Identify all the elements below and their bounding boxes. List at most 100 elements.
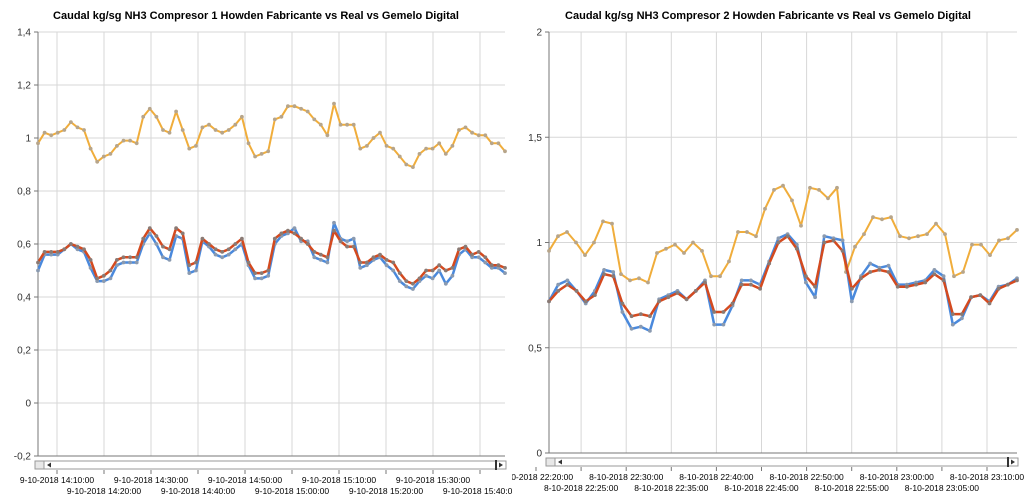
data-point-digital xyxy=(417,276,422,281)
scroll-left-arrow[interactable] xyxy=(47,462,51,468)
data-point-digital xyxy=(1005,282,1010,287)
data-point-real xyxy=(489,266,494,270)
data-point-digital xyxy=(259,271,264,275)
data-point-digital xyxy=(365,260,369,265)
data-point-manufacturer xyxy=(404,162,409,167)
data-point-manufacturer xyxy=(610,221,614,226)
data-point-digital xyxy=(75,244,80,249)
data-point-digital xyxy=(69,242,73,246)
x-tick-label: 8-10-2018 22:20:00 xyxy=(512,472,573,482)
data-point-digital xyxy=(565,282,570,287)
data-point-manufacturer xyxy=(62,128,67,132)
chart-panel-compressor-2: Caudal kg/sg NH3 Compresor 2 Howden Fabr… xyxy=(512,0,1024,500)
data-point-digital xyxy=(358,260,363,265)
data-point-digital xyxy=(868,270,873,274)
data-point-manufacturer xyxy=(476,133,481,138)
data-point-real xyxy=(450,273,455,278)
data-point-digital xyxy=(712,310,717,314)
y-tick-label: 0,6 xyxy=(17,240,31,251)
data-point-digital xyxy=(1015,278,1019,283)
data-point-manufacturer xyxy=(1015,228,1019,232)
data-point-manufacturer xyxy=(240,114,244,119)
data-point-digital xyxy=(161,244,165,249)
data-point-digital xyxy=(470,252,474,257)
x-tick-label: 9-10-2018 14:30:00 xyxy=(114,475,188,485)
data-point-digital xyxy=(450,266,455,270)
data-point-digital xyxy=(253,271,257,275)
scroll-right-arrow[interactable] xyxy=(1011,459,1015,465)
data-point-digital xyxy=(42,250,47,254)
data-point-manufacturer xyxy=(673,242,677,247)
data-point-digital xyxy=(272,236,277,241)
data-point-manufacturer xyxy=(279,114,284,119)
data-point-digital xyxy=(483,255,488,260)
x-tick-label: 9-10-2018 14:10:00 xyxy=(20,475,94,485)
data-point-real xyxy=(226,252,231,257)
data-point-manufacturer xyxy=(246,141,251,146)
data-point-real xyxy=(154,242,159,246)
data-point-manufacturer xyxy=(952,274,956,279)
x-tick-label: 9-10-2018 15:40:00 xyxy=(443,486,512,496)
data-point-digital xyxy=(345,244,349,249)
data-point-real xyxy=(292,226,297,231)
scroll-thumb[interactable] xyxy=(1007,457,1009,467)
data-point-manufacturer xyxy=(207,122,211,127)
x-scrollbar[interactable] xyxy=(545,457,1019,467)
series-manufacturer xyxy=(547,183,1019,285)
data-point-digital xyxy=(154,234,159,238)
data-point-manufacturer xyxy=(781,183,785,188)
data-point-manufacturer xyxy=(259,152,264,156)
data-point-manufacturer xyxy=(979,242,983,247)
data-point-manufacturer xyxy=(161,128,165,132)
data-point-digital xyxy=(101,273,106,278)
data-point-real xyxy=(384,263,389,268)
data-point-real xyxy=(147,231,152,236)
scroll-left-arrow[interactable] xyxy=(558,459,562,465)
data-point-digital xyxy=(794,246,799,251)
data-point-digital xyxy=(391,260,396,265)
data-point-real xyxy=(213,252,218,257)
data-point-manufacturer xyxy=(154,114,159,119)
data-point-digital xyxy=(739,282,744,287)
data-point-manufacturer xyxy=(128,138,133,143)
data-point-manufacturer xyxy=(338,122,343,127)
data-point-digital xyxy=(804,274,808,279)
data-point-digital xyxy=(141,236,146,241)
data-point-real xyxy=(391,268,396,273)
data-point-real xyxy=(253,276,257,281)
scroll-right-arrow[interactable] xyxy=(499,462,503,468)
data-point-digital xyxy=(489,263,494,268)
data-point-manufacturer xyxy=(55,130,60,135)
zoom-reset-button[interactable] xyxy=(34,460,45,470)
data-point-manufacturer xyxy=(180,128,185,132)
data-point-manufacturer xyxy=(763,206,767,211)
data-point-manufacturer xyxy=(772,188,776,192)
data-point-manufacturer xyxy=(489,141,494,146)
data-point-real xyxy=(351,236,356,241)
data-point-manufacturer xyxy=(574,240,578,245)
scrollbar-track xyxy=(545,457,1019,467)
data-point-manufacturer xyxy=(286,104,290,109)
data-point-real xyxy=(638,324,643,329)
data-point-manufacturer xyxy=(443,152,448,156)
data-point-manufacturer xyxy=(226,128,231,132)
scroll-thumb[interactable] xyxy=(495,460,497,470)
data-point-manufacturer xyxy=(69,120,73,124)
data-point-digital xyxy=(877,268,882,272)
data-point-manufacturer xyxy=(790,198,794,203)
data-point-manufacturer xyxy=(961,270,965,274)
data-point-manufacturer xyxy=(817,188,821,192)
zoom-reset-button[interactable] xyxy=(545,457,556,467)
x-scrollbar[interactable] xyxy=(34,460,507,470)
y-tick-label: 1 xyxy=(25,134,31,145)
chart-title: Caudal kg/sg NH3 Compresor 1 Howden Fabr… xyxy=(53,10,459,22)
data-point-real xyxy=(822,234,827,239)
data-point-manufacturer xyxy=(898,234,902,239)
data-point-digital xyxy=(914,282,918,287)
data-point-digital xyxy=(496,263,501,268)
data-point-digital xyxy=(767,261,772,266)
data-point-digital xyxy=(82,247,86,252)
x-tick-label: 8-10-2018 23:05:00 xyxy=(905,483,979,493)
y-tick-label: 1,4 xyxy=(17,28,31,39)
data-point-digital xyxy=(476,250,481,254)
